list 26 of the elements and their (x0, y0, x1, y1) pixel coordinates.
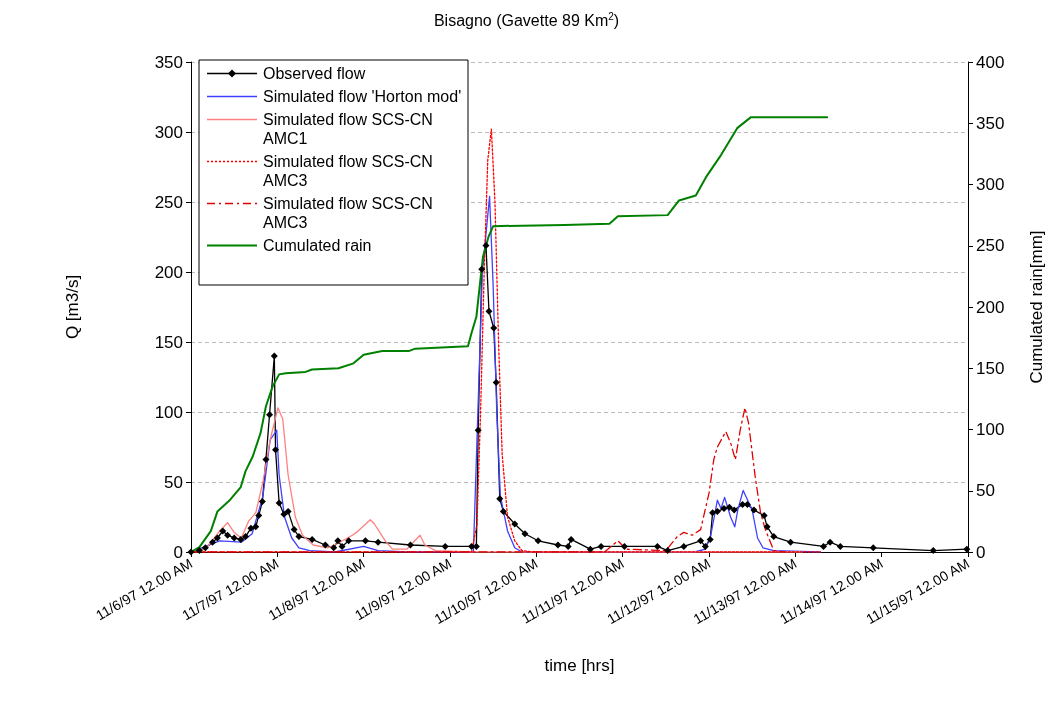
y2-tick-label: 300 (976, 175, 1005, 194)
y2-tick-label: 150 (976, 358, 1005, 378)
y2-tick-label: 0 (976, 542, 986, 562)
legend-label: Simulated flow 'Horton mod' (263, 88, 462, 105)
y-tick-label: 100 (154, 402, 183, 422)
legend-label: Simulated flow SCS-CN AMC1 (263, 111, 433, 147)
x-axis-title: time [hrs] (544, 656, 615, 675)
legend-label: Cumulated rain (263, 237, 372, 254)
y-tick-label: 200 (154, 262, 183, 282)
legend-label: Simulated flow SCS-CN AMC3 (263, 153, 433, 189)
legend-label: Observed flow (263, 65, 366, 82)
y-tick-label: 250 (154, 192, 183, 212)
y2-tick-label: 400 (976, 52, 1005, 72)
y-tick-label: 50 (164, 472, 183, 492)
y2-tick-label: 350 (976, 113, 1005, 133)
y2-tick-label: 250 (976, 236, 1005, 256)
y2-tick-label: 50 (976, 481, 995, 501)
y2-axis-title: Cumulated rain[mm] (1027, 230, 1046, 384)
legend-label: Simulated flow SCS-CN AMC3 (263, 195, 433, 231)
y-tick-label: 300 (154, 122, 183, 142)
y-tick-label: 0 (173, 542, 183, 562)
y2-tick-label: 100 (976, 420, 1005, 439)
y-tick-label: 350 (154, 52, 183, 72)
y2-tick-label: 200 (976, 297, 1005, 317)
y-tick-label: 150 (154, 332, 183, 352)
y-axis-title: Q [m3/s] (63, 274, 82, 340)
